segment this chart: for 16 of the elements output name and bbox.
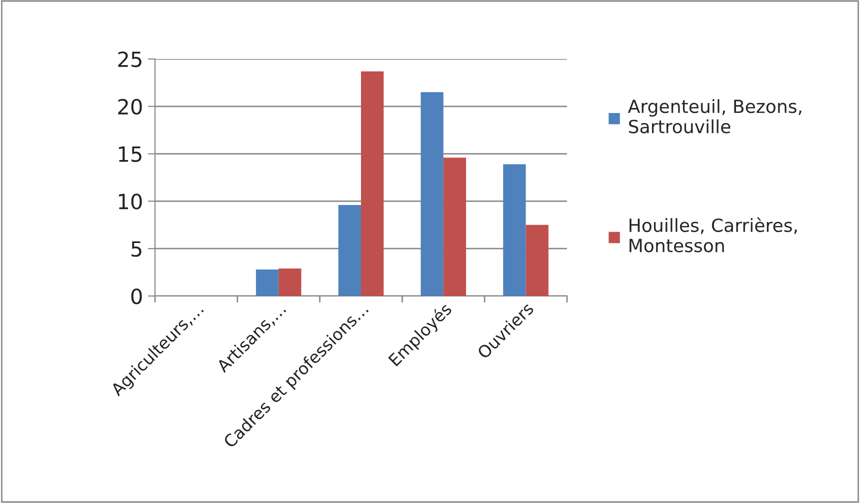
y-tick-label: 10 — [118, 194, 142, 210]
y-tick-label: 15 — [118, 146, 142, 162]
bar — [278, 268, 302, 296]
bar — [256, 269, 279, 296]
bar — [526, 224, 548, 296]
legend-label: Argenteuil, Bezons, Sartrouville — [628, 99, 802, 134]
legend-label: Houilles, Carrières, Montesson — [630, 217, 797, 252]
y-tick-label: 0 — [131, 288, 142, 304]
y-tick-label: 5 — [132, 241, 142, 257]
bar — [420, 92, 444, 296]
bar — [338, 204, 361, 296]
y-tick-label: 25 — [118, 51, 142, 68]
y-tick-label: 20 — [118, 98, 142, 115]
bar — [443, 158, 466, 296]
bar — [361, 71, 384, 296]
bar — [503, 164, 526, 296]
